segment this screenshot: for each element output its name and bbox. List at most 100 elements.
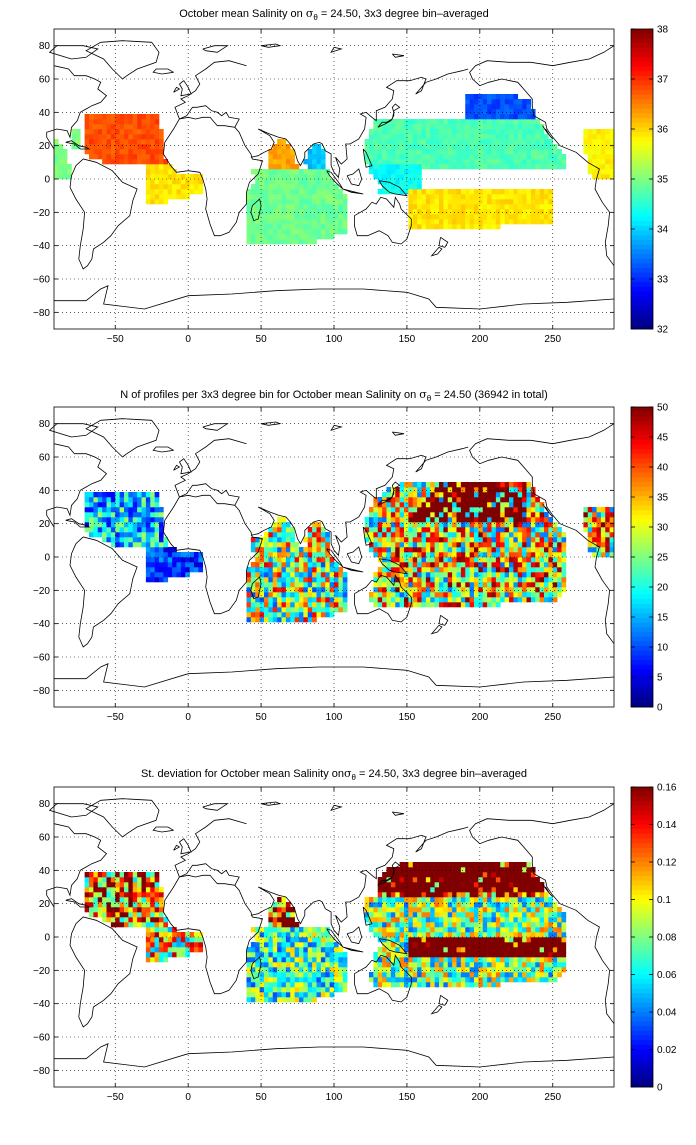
heatmap-cell [527, 219, 532, 224]
heatmap-cell [404, 917, 409, 922]
heatmap-cell [387, 917, 392, 922]
heatmap-cell [268, 164, 273, 169]
heatmap-cell [426, 144, 431, 149]
heatmap-cell [247, 597, 252, 602]
heatmap-cell [513, 94, 518, 99]
heatmap-cell [527, 517, 532, 522]
colorbar-segment [631, 43, 653, 48]
heatmap-cell [557, 537, 562, 542]
heatmap-cell [321, 947, 326, 952]
heatmap-cell [369, 597, 374, 602]
heatmap-cell [461, 927, 466, 932]
heatmap-cell [255, 204, 260, 209]
heatmap-cell [286, 144, 291, 149]
heatmap-cell [592, 154, 597, 159]
heatmap-cell [500, 164, 505, 169]
heatmap-cell [417, 962, 422, 967]
heatmap-cell [312, 199, 317, 204]
heatmap-cell [404, 527, 409, 532]
heatmap-cell [443, 967, 448, 972]
heatmap-cell [500, 577, 505, 582]
heatmap-cell [557, 952, 562, 957]
heatmap-cell [457, 562, 462, 567]
heatmap-cell [120, 492, 125, 497]
heatmap-cell [85, 502, 90, 507]
heatmap-cell [395, 164, 400, 169]
heatmap-cell [111, 527, 116, 532]
heatmap-cell [282, 179, 287, 184]
heatmap-cell [443, 902, 448, 907]
heatmap-cell [190, 942, 195, 947]
heatmap-cell [308, 967, 313, 972]
heatmap-cell [181, 552, 186, 557]
heatmap-cell [146, 552, 151, 557]
colorbar-segment [631, 651, 653, 656]
colorbar-segment [631, 623, 653, 628]
colorbar-segment [631, 90, 653, 95]
heatmap-cell [610, 154, 615, 159]
heatmap-cell [483, 572, 488, 577]
heatmap-cell [518, 897, 523, 902]
heatmap-cell [452, 577, 457, 582]
heatmap-cell [120, 144, 125, 149]
heatmap-cell [478, 129, 483, 134]
heatmap-cell [264, 972, 269, 977]
heatmap-cell [115, 134, 120, 139]
heatmap-cell [159, 194, 164, 199]
heatmap-cell [400, 552, 405, 557]
heatmap-cell [264, 967, 269, 972]
heatmap-cell [93, 912, 98, 917]
heatmap-cell [321, 184, 326, 189]
heatmap-cell [343, 224, 348, 229]
heatmap-cell [378, 169, 383, 174]
heatmap-cell [544, 552, 549, 557]
heatmap-cell [439, 487, 444, 492]
heatmap-cell [128, 119, 133, 124]
heatmap-cell [251, 547, 256, 552]
heatmap-cell [321, 952, 326, 957]
heatmap-cell [478, 532, 483, 537]
heatmap-cell [85, 119, 90, 124]
heatmap-cell [85, 134, 90, 139]
heatmap-cell [120, 912, 125, 917]
heatmap-cell [518, 977, 523, 982]
heatmap-cell [513, 967, 518, 972]
heatmap-cell [448, 572, 453, 577]
heatmap-cell [518, 104, 523, 109]
heatmap-cell [137, 897, 142, 902]
heatmap-cell [435, 492, 440, 497]
heatmap-cell [260, 607, 265, 612]
heatmap-cell [404, 537, 409, 542]
heatmap-cell [513, 124, 518, 129]
heatmap-cell [522, 134, 527, 139]
heatmap-cell [150, 502, 155, 507]
heatmap-cell [317, 144, 322, 149]
heatmap-cell [461, 587, 466, 592]
heatmap-cell [282, 612, 287, 617]
heatmap-cell [483, 902, 488, 907]
heatmap-cell [465, 907, 470, 912]
heatmap-cell [155, 179, 160, 184]
heatmap-cell [522, 972, 527, 977]
colorbar-segment [631, 632, 653, 637]
heatmap-cell [387, 154, 392, 159]
heatmap-cell [308, 937, 313, 942]
heatmap-cell [492, 947, 497, 952]
heatmap-cell [273, 977, 278, 982]
heatmap-cell [413, 149, 418, 154]
heatmap-cell [500, 492, 505, 497]
heatmap-cell [531, 592, 536, 597]
heatmap-cell [417, 972, 422, 977]
heatmap-cell [128, 527, 133, 532]
heatmap-cell [150, 912, 155, 917]
heatmap-cell [295, 617, 300, 622]
heatmap-cell [505, 907, 510, 912]
heatmap-cell [373, 134, 378, 139]
heatmap-cell [290, 229, 295, 234]
heatmap-cell [404, 962, 409, 967]
x-tick-label: 50 [256, 712, 268, 723]
heatmap-cell [562, 932, 567, 937]
heatmap-cell [137, 502, 142, 507]
heatmap-cell [610, 134, 615, 139]
heatmap-cell [483, 537, 488, 542]
